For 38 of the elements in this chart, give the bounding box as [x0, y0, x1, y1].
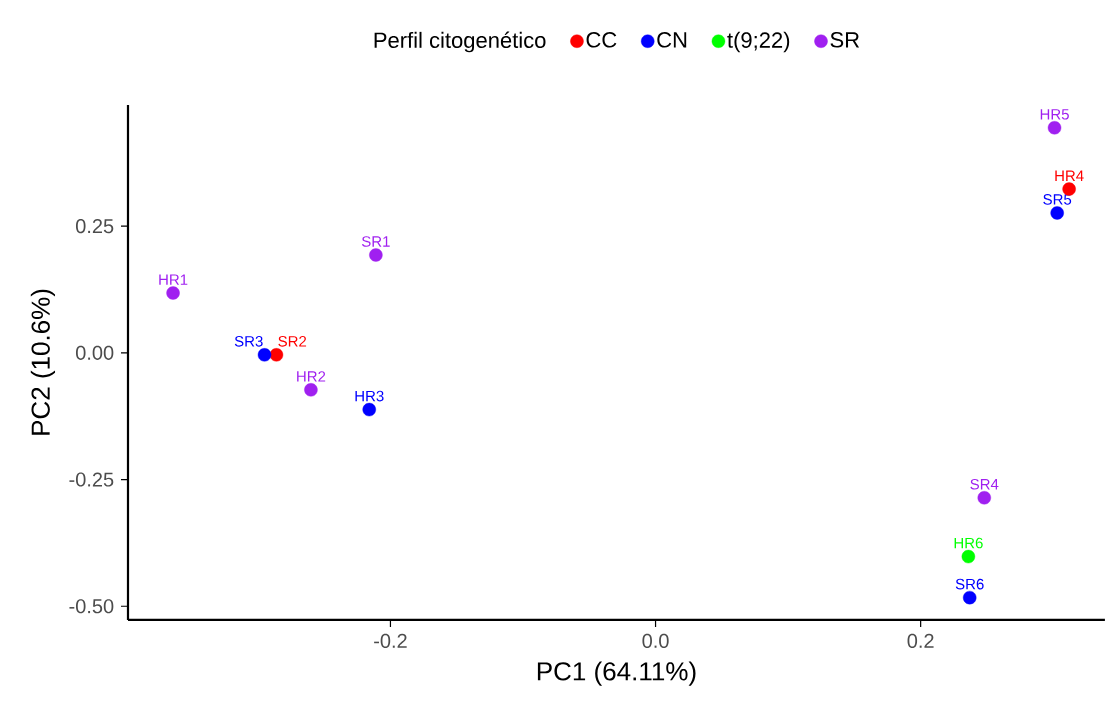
- point: [362, 402, 376, 417]
- x-axis-title: PC1 (64.11%): [537, 661, 696, 686]
- annotation: HR3: [355, 390, 384, 402]
- point: [1062, 182, 1076, 196]
- annotation: HR6: [954, 537, 983, 549]
- annotation: HR5: [1040, 109, 1069, 120]
- y-tick-label: 0.25: [75, 219, 114, 234]
- point: [369, 248, 383, 262]
- point: [1050, 206, 1064, 220]
- y-tick-label: 0.00: [75, 345, 114, 360]
- point: [166, 286, 180, 300]
- annotation: SR4: [970, 479, 999, 490]
- point: [961, 549, 976, 564]
- point: [963, 590, 977, 605]
- annotation: HR1: [159, 274, 188, 285]
- annotation: SR6: [955, 578, 984, 590]
- legend-label: CC: [586, 32, 617, 48]
- legend-title: Perfil citogenético: [374, 31, 546, 53]
- y-tick-label: -0.50: [69, 599, 114, 614]
- point: [257, 348, 272, 362]
- annotation: SR2: [278, 336, 307, 347]
- legend-label: t(9;22): [727, 31, 790, 53]
- x-tick-label: -0.2: [374, 633, 407, 648]
- point: [269, 348, 284, 362]
- annotation: HR2: [297, 371, 326, 382]
- annotation: HR4: [1055, 170, 1084, 181]
- y-tick-label: -0.25: [69, 472, 114, 487]
- point: [304, 383, 318, 397]
- legend-label: SR: [830, 32, 860, 48]
- y-axis-title: PC2 (10.6%): [30, 289, 56, 435]
- x-tick-label: 0.0: [642, 633, 669, 648]
- annotation: SR5: [1043, 194, 1072, 205]
- annotation: SR3: [234, 336, 263, 347]
- annotation: SR1: [361, 236, 390, 247]
- point: [1047, 121, 1062, 135]
- x-tick-label: 0.2: [907, 633, 934, 648]
- point: [977, 491, 991, 505]
- legend-label: CN: [657, 32, 687, 48]
